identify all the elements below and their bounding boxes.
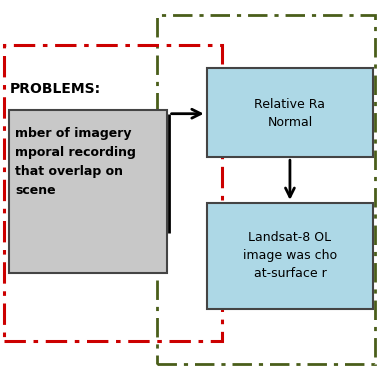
Bar xyxy=(4,45,222,341)
Bar xyxy=(9,110,167,273)
Bar xyxy=(207,203,373,309)
Bar xyxy=(157,15,375,364)
Text: PROBLEMS:: PROBLEMS: xyxy=(9,82,100,96)
Text: Landsat-8 OL
image was cho
at-surface r: Landsat-8 OL image was cho at-surface r xyxy=(243,231,337,280)
Text: mber of imagery
mporal recording
that overlap on
scene: mber of imagery mporal recording that ov… xyxy=(15,127,136,197)
Text: Relative Ra
Normal: Relative Ra Normal xyxy=(254,98,326,129)
Bar xyxy=(207,68,373,157)
